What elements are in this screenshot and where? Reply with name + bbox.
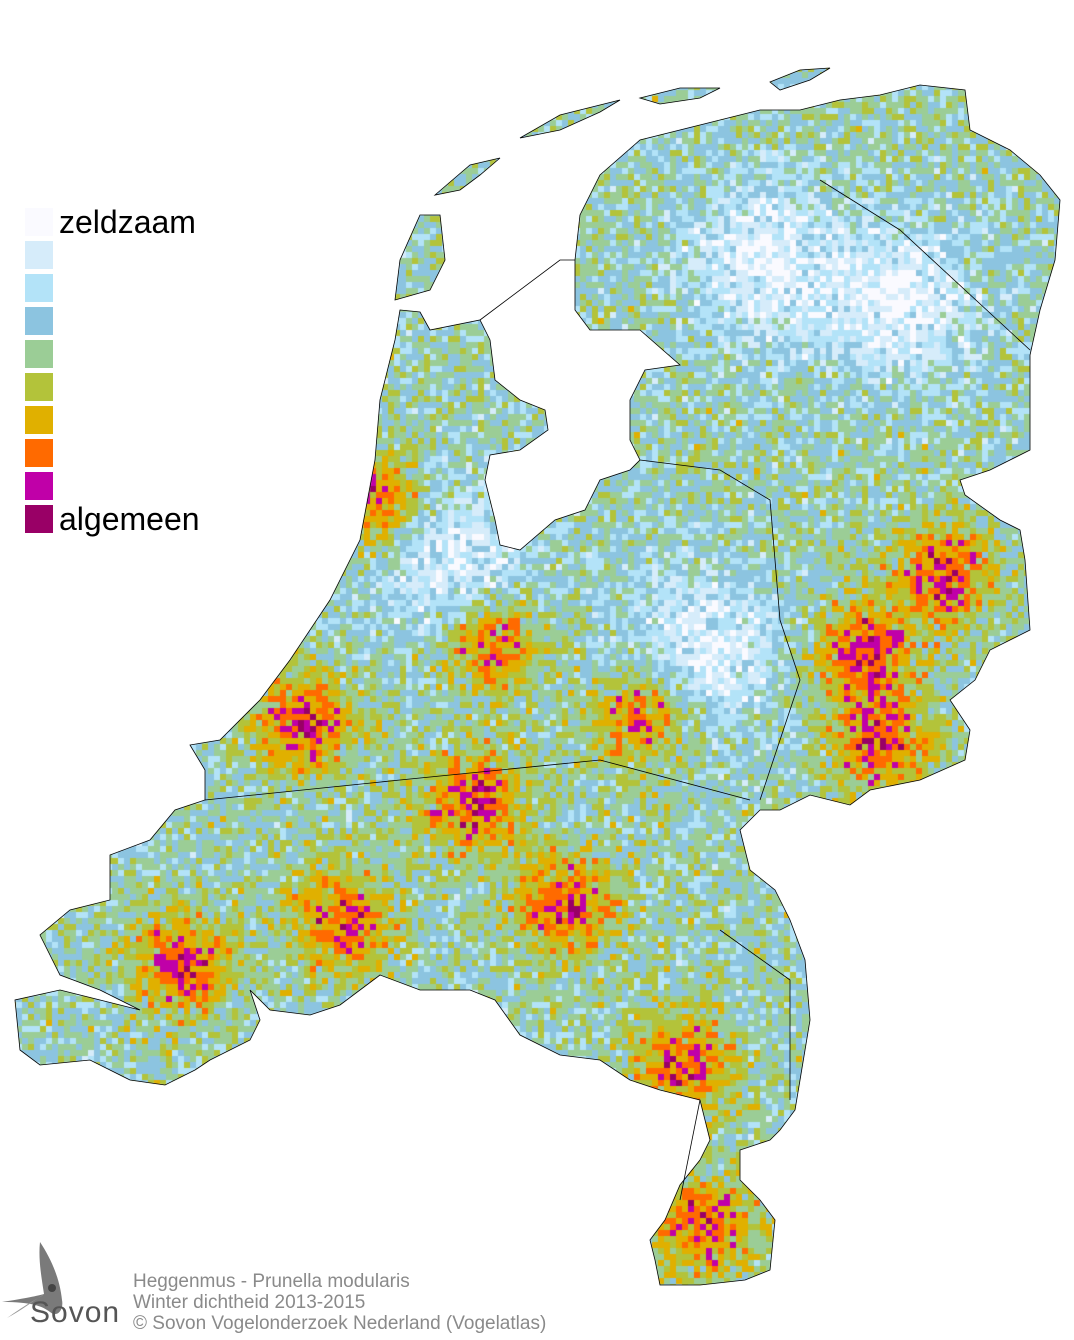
legend-item bbox=[25, 337, 200, 370]
legend-item bbox=[25, 469, 200, 502]
legend-swatch bbox=[25, 372, 53, 401]
species-name: Heggenmus - Prunella modularis bbox=[133, 1271, 410, 1292]
legend: zeldzaam algemeen bbox=[25, 205, 200, 535]
legend-swatch bbox=[25, 306, 53, 335]
sovon-logo-text: Sovon bbox=[30, 1296, 121, 1329]
province-border bbox=[719, 929, 791, 1100]
legend-swatch bbox=[25, 471, 53, 500]
legend-item: zeldzaam bbox=[25, 205, 200, 238]
coastline bbox=[769, 67, 831, 91]
legend-item bbox=[25, 304, 200, 337]
map-subtitle: Winter dichtheid 2013-2015 bbox=[133, 1292, 366, 1313]
province-border bbox=[679, 1099, 701, 1201]
legend-max-label: algemeen bbox=[59, 500, 200, 537]
coastline bbox=[638, 87, 721, 105]
province-border bbox=[479, 259, 575, 321]
legend-swatch bbox=[25, 405, 53, 434]
province-border bbox=[639, 459, 801, 801]
legend-swatch bbox=[25, 273, 53, 302]
legend-item bbox=[25, 271, 200, 304]
coastline bbox=[14, 84, 1061, 1286]
legend-item: algemeen bbox=[25, 502, 200, 535]
coastline bbox=[433, 157, 501, 196]
legend-min-label: zeldzaam bbox=[59, 203, 196, 240]
legend-item bbox=[25, 403, 200, 436]
copyright: © Sovon Vogelonderzoek Nederland (Vogela… bbox=[133, 1313, 547, 1334]
legend-item bbox=[25, 238, 200, 271]
legend-swatch bbox=[25, 240, 53, 269]
legend-item bbox=[25, 436, 200, 469]
legend-swatch bbox=[25, 207, 53, 236]
legend-swatch bbox=[25, 504, 53, 533]
province-border bbox=[819, 179, 1031, 351]
legend-item bbox=[25, 370, 200, 403]
legend-swatch bbox=[25, 438, 53, 467]
sovon-swallow-logo-icon bbox=[2, 1242, 63, 1318]
coastline bbox=[394, 214, 446, 301]
coastline bbox=[519, 99, 621, 139]
province-border bbox=[204, 759, 751, 801]
legend-swatch bbox=[25, 339, 53, 368]
map-caption: Heggenmus - Prunella modularis Winter di… bbox=[133, 1271, 546, 1334]
